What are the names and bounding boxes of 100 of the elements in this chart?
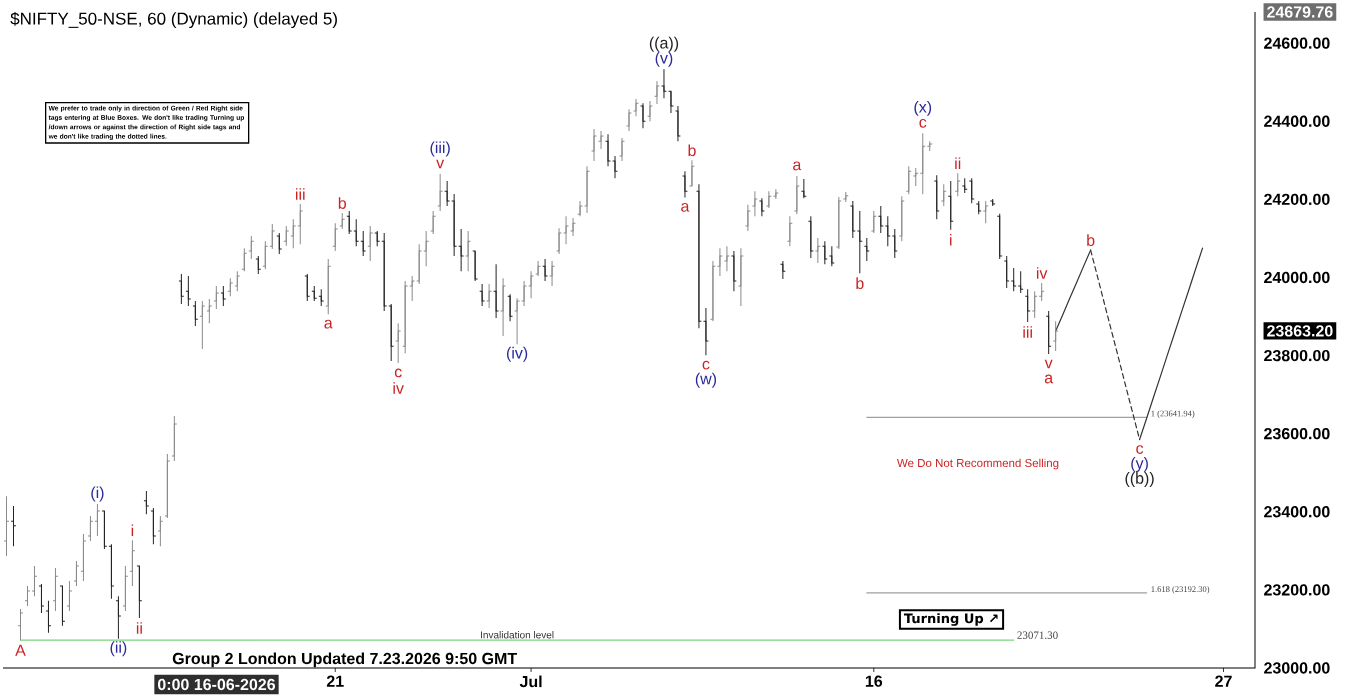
candlestick	[262, 240, 269, 270]
annotation: A	[15, 644, 26, 656]
candlestick	[968, 177, 975, 204]
candlestick	[1024, 288, 1031, 323]
annotation: i	[950, 234, 952, 246]
series-label: Invalidation level	[481, 631, 554, 639]
candlestick	[723, 245, 730, 272]
annotation: b	[856, 277, 864, 290]
y-tick-label: 23600.00	[1264, 428, 1330, 440]
candlestick	[528, 270, 535, 299]
annotation: i	[131, 524, 134, 537]
annotation: (w)	[695, 372, 717, 388]
x-tick-label: 21	[326, 675, 344, 687]
candlestick	[444, 180, 451, 207]
candlestick	[500, 277, 507, 337]
candlestick	[702, 307, 709, 356]
candlestick	[269, 223, 276, 250]
candlestick	[101, 510, 108, 550]
candlestick	[542, 258, 549, 282]
chart-title: $NIFTY_50-NSE, 60 (Dynamic) (delayed 5)	[10, 11, 337, 29]
candlestick	[31, 565, 38, 597]
candlestick	[220, 285, 227, 307]
candlestick	[108, 543, 115, 600]
annotation: (ii)	[110, 641, 127, 657]
y-tick-label: 23200.00	[1264, 584, 1330, 596]
candlestick	[171, 415, 178, 462]
annotation: We Do Not Recommend Selling	[896, 458, 1059, 470]
candlestick	[647, 100, 653, 122]
annotation: iv	[1036, 267, 1048, 279]
candlestick	[870, 210, 877, 234]
candlestick	[38, 583, 45, 614]
candlestick	[290, 218, 297, 249]
candlestick	[157, 515, 164, 547]
candlestick	[73, 560, 80, 587]
candlestick	[458, 228, 465, 272]
annotation: (v)	[655, 51, 673, 67]
x-tick-label: 27	[1215, 675, 1232, 687]
y-tick-label: 23400.00	[1264, 506, 1330, 518]
candlestick	[633, 98, 639, 117]
candlestick	[1052, 320, 1059, 352]
candlestick	[612, 155, 618, 179]
candlestick	[136, 565, 143, 619]
candlestick	[332, 222, 339, 252]
annotation: iii	[296, 188, 305, 200]
candlestick	[584, 165, 590, 214]
candlestick	[807, 215, 814, 259]
candlestick	[122, 565, 129, 612]
annotation: (iv)	[506, 346, 528, 362]
candlestick	[675, 105, 681, 142]
candlestick	[619, 137, 625, 162]
candlestick	[696, 183, 702, 329]
candlestick	[919, 132, 926, 195]
candlestick	[626, 108, 632, 132]
candlestick	[360, 230, 367, 257]
candlestick	[905, 165, 912, 195]
annotation: b	[1087, 234, 1095, 246]
annotation: b	[338, 197, 346, 209]
series-label: 1.618 (23192.30)	[1151, 585, 1210, 594]
candlestick	[570, 217, 576, 237]
candlestick	[241, 247, 248, 272]
text: 0:00 16-06-2026	[157, 678, 276, 691]
candlestick	[507, 293, 514, 322]
candlestick	[472, 250, 479, 282]
candlestick	[751, 190, 758, 217]
candlestick	[1010, 267, 1017, 292]
candlestick	[192, 300, 199, 327]
annotation: iii	[1023, 326, 1032, 338]
candlestick	[661, 68, 667, 99]
candlestick	[304, 273, 311, 302]
candlestick	[563, 215, 569, 245]
candlestick	[786, 215, 793, 247]
candlestick	[689, 159, 695, 187]
candlestick	[947, 180, 954, 231]
y-tick-label: 23000.00	[1264, 662, 1330, 674]
candlestick	[891, 228, 898, 259]
candlestick	[821, 240, 828, 265]
candlestick	[737, 247, 744, 307]
annotation: iv	[393, 382, 404, 394]
candlestick	[877, 205, 884, 234]
annotation: (x)	[914, 100, 932, 116]
candlestick	[430, 210, 437, 235]
candlestick	[682, 170, 688, 198]
candlestick	[115, 595, 122, 640]
candlestick	[486, 283, 493, 309]
candlestick	[199, 300, 206, 350]
candlestick	[549, 260, 556, 287]
annotation: ((a))	[649, 36, 679, 52]
candlestick	[863, 237, 870, 262]
candlestick	[248, 235, 255, 260]
annotation: Turning Up ↗	[903, 613, 998, 626]
candlestick	[605, 133, 611, 167]
annotation: ii	[955, 157, 961, 169]
candlestick	[954, 172, 961, 197]
candlestick	[325, 258, 332, 315]
candlestick	[940, 183, 947, 207]
candlestick	[598, 130, 604, 150]
candlestick	[395, 322, 402, 364]
annotation: c	[1136, 445, 1144, 454]
y-tick-label: 24679.76	[1267, 6, 1333, 18]
annotation: (i)	[91, 486, 104, 502]
